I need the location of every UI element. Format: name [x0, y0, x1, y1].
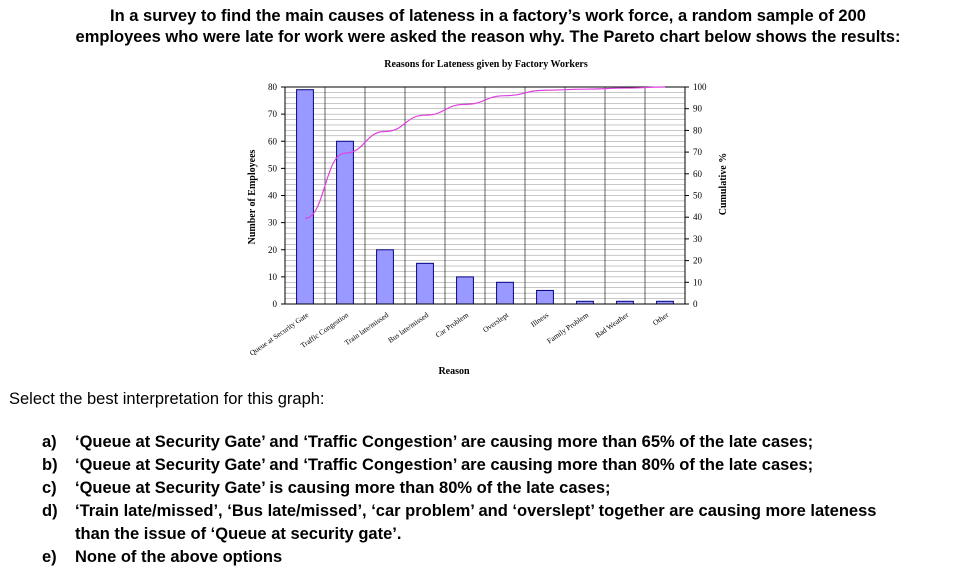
bar-5 [456, 276, 474, 305]
answer-options: a) ‘Queue at Security Gate’ and ‘Traffic… [42, 431, 895, 569]
category-label: Car Problem [434, 310, 471, 339]
y-tick-label: 80 [268, 82, 278, 92]
bar-2 [336, 140, 354, 305]
category-label: Other [651, 310, 671, 327]
option-a[interactable]: a) ‘Queue at Security Gate’ and ‘Traffic… [42, 431, 895, 454]
category-label: Overslept [481, 310, 511, 335]
y2-tick-label: 80 [693, 125, 703, 135]
pareto-chart: Reasons for Lateness given by Factory Wo… [247, 59, 729, 377]
option-d-letter: d) [42, 502, 58, 520]
y-axis-label: Number of Employees [247, 149, 258, 244]
y-tick-label: 20 [268, 245, 278, 255]
category-label: Illness [529, 310, 550, 329]
y-tick-label: 50 [268, 163, 278, 173]
option-b-text: ‘Queue at Security Gate’ and ‘Traffic Co… [75, 456, 814, 474]
category-label: Bad Weather [593, 310, 630, 340]
chart-bars [296, 89, 674, 305]
y2-tick-label: 0 [693, 299, 698, 309]
question-intro: In a survey to find the main causes of l… [0, 6, 976, 48]
y2-tick-label: 60 [693, 169, 703, 179]
right-axis-ticks: 0 10 20 30 40 50 60 70 80 90 100 [685, 82, 707, 309]
intro-line-1: In a survey to find the main causes of l… [110, 7, 866, 25]
option-b-letter: b) [42, 456, 58, 474]
y2-tick-label: 30 [693, 234, 703, 244]
y2-tick-label: 40 [693, 212, 703, 222]
y-tick-label: 60 [268, 136, 278, 146]
y2-axis-label: Cumulative % [718, 153, 729, 216]
option-e-letter: e) [42, 548, 57, 566]
y2-tick-label: 70 [693, 147, 703, 157]
cumulative-line [304, 86, 666, 219]
option-a-letter: a) [42, 433, 57, 451]
category-label: Bus late/missed [386, 310, 430, 345]
y2-tick-label: 90 [693, 104, 703, 114]
bar-6 [496, 281, 514, 305]
bar-3 [376, 249, 394, 305]
bar-4 [416, 262, 434, 305]
y-tick-label: 70 [268, 109, 278, 119]
y-tick-label: 0 [273, 299, 278, 309]
x-axis-label: Reason [438, 366, 470, 377]
option-d-text: ‘Train late/missed’, ‘Bus late/missed’, … [75, 502, 877, 543]
option-e-text: None of the above options [75, 548, 283, 566]
option-c[interactable]: c) ‘Queue at Security Gate’ is causing m… [42, 477, 895, 500]
intro-line-2: employees who were late for work were as… [75, 28, 901, 46]
bar-7 [536, 289, 554, 305]
option-c-text: ‘Queue at Security Gate’ is causing more… [75, 479, 611, 497]
category-label: Family Problem [545, 310, 590, 345]
cumulative-line-path [304, 86, 666, 219]
option-d[interactable]: d) ‘Train late/missed’, ‘Bus late/missed… [42, 500, 895, 546]
left-axis-ticks: 0 10 20 30 40 50 60 70 80 [268, 82, 285, 309]
y-tick-label: 30 [268, 218, 278, 228]
y2-tick-label: 50 [693, 191, 703, 201]
question-prompt: Select the best interpretation for this … [9, 390, 325, 408]
y2-tick-label: 20 [693, 256, 703, 266]
category-label: Queue at Security Gate [248, 310, 311, 358]
option-b[interactable]: b) ‘Queue at Security Gate’ and ‘Traffic… [42, 454, 895, 477]
bar-1 [296, 89, 314, 305]
chart-title: Reasons for Lateness given by Factory Wo… [384, 59, 588, 70]
category-label: Train late/missed [343, 310, 391, 347]
y2-tick-label: 100 [693, 82, 707, 92]
y2-tick-label: 10 [693, 277, 703, 287]
option-c-letter: c) [42, 479, 57, 497]
y-tick-label: 40 [268, 191, 278, 201]
option-e[interactable]: e) None of the above options [42, 546, 895, 569]
y-tick-label: 10 [268, 272, 278, 282]
option-a-text: ‘Queue at Security Gate’ and ‘Traffic Co… [75, 433, 814, 451]
